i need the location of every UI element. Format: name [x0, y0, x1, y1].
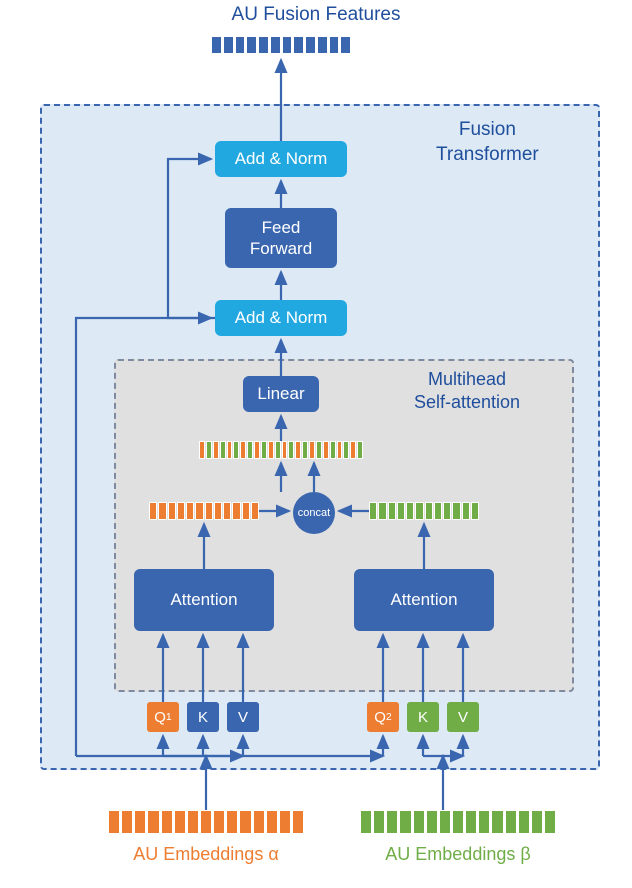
q1-text: Q — [154, 709, 166, 726]
concat-circle: concat — [293, 492, 335, 534]
orange-feature-strip — [149, 502, 259, 520]
k-right-block: K — [407, 702, 439, 732]
fusion-transformer-label: Fusion Transformer — [436, 118, 539, 167]
mixed-feature-strip — [199, 441, 363, 459]
q2-block: Q2 — [367, 702, 399, 732]
feed-forward: Feed Forward — [225, 208, 337, 268]
v-left-block: V — [227, 702, 259, 732]
diagram-canvas: AU Fusion Features Fusion Transformer Ad… — [0, 0, 632, 888]
input-beta-strip — [360, 810, 556, 834]
attention-right: Attention — [354, 569, 494, 631]
attention-left: Attention — [134, 569, 274, 631]
output-feature-strip — [211, 36, 351, 54]
fusion-label-l2: Transformer — [436, 144, 539, 165]
alpha-label: AU Embeddings α — [108, 844, 304, 865]
input-alpha-strip — [108, 810, 304, 834]
beta-label: AU Embeddings β — [360, 844, 556, 865]
v-right-block: V — [447, 702, 479, 732]
green-feature-strip — [369, 502, 479, 520]
add-norm-top: Add & Norm — [215, 141, 347, 177]
q1-block: Q1 — [147, 702, 179, 732]
fusion-label-l1: Fusion — [459, 119, 516, 140]
q2-text: Q — [374, 709, 386, 726]
multihead-label: Multihead Self-attention — [414, 368, 520, 415]
mh-label-l2: Self-attention — [414, 392, 520, 412]
linear-block: Linear — [243, 376, 319, 412]
k-left-block: K — [187, 702, 219, 732]
q2-sub: 2 — [386, 711, 392, 723]
mh-label-l1: Multihead — [428, 369, 506, 389]
q1-sub: 1 — [166, 711, 172, 723]
add-norm-bottom: Add & Norm — [215, 300, 347, 336]
title: AU Fusion Features — [0, 4, 632, 26]
